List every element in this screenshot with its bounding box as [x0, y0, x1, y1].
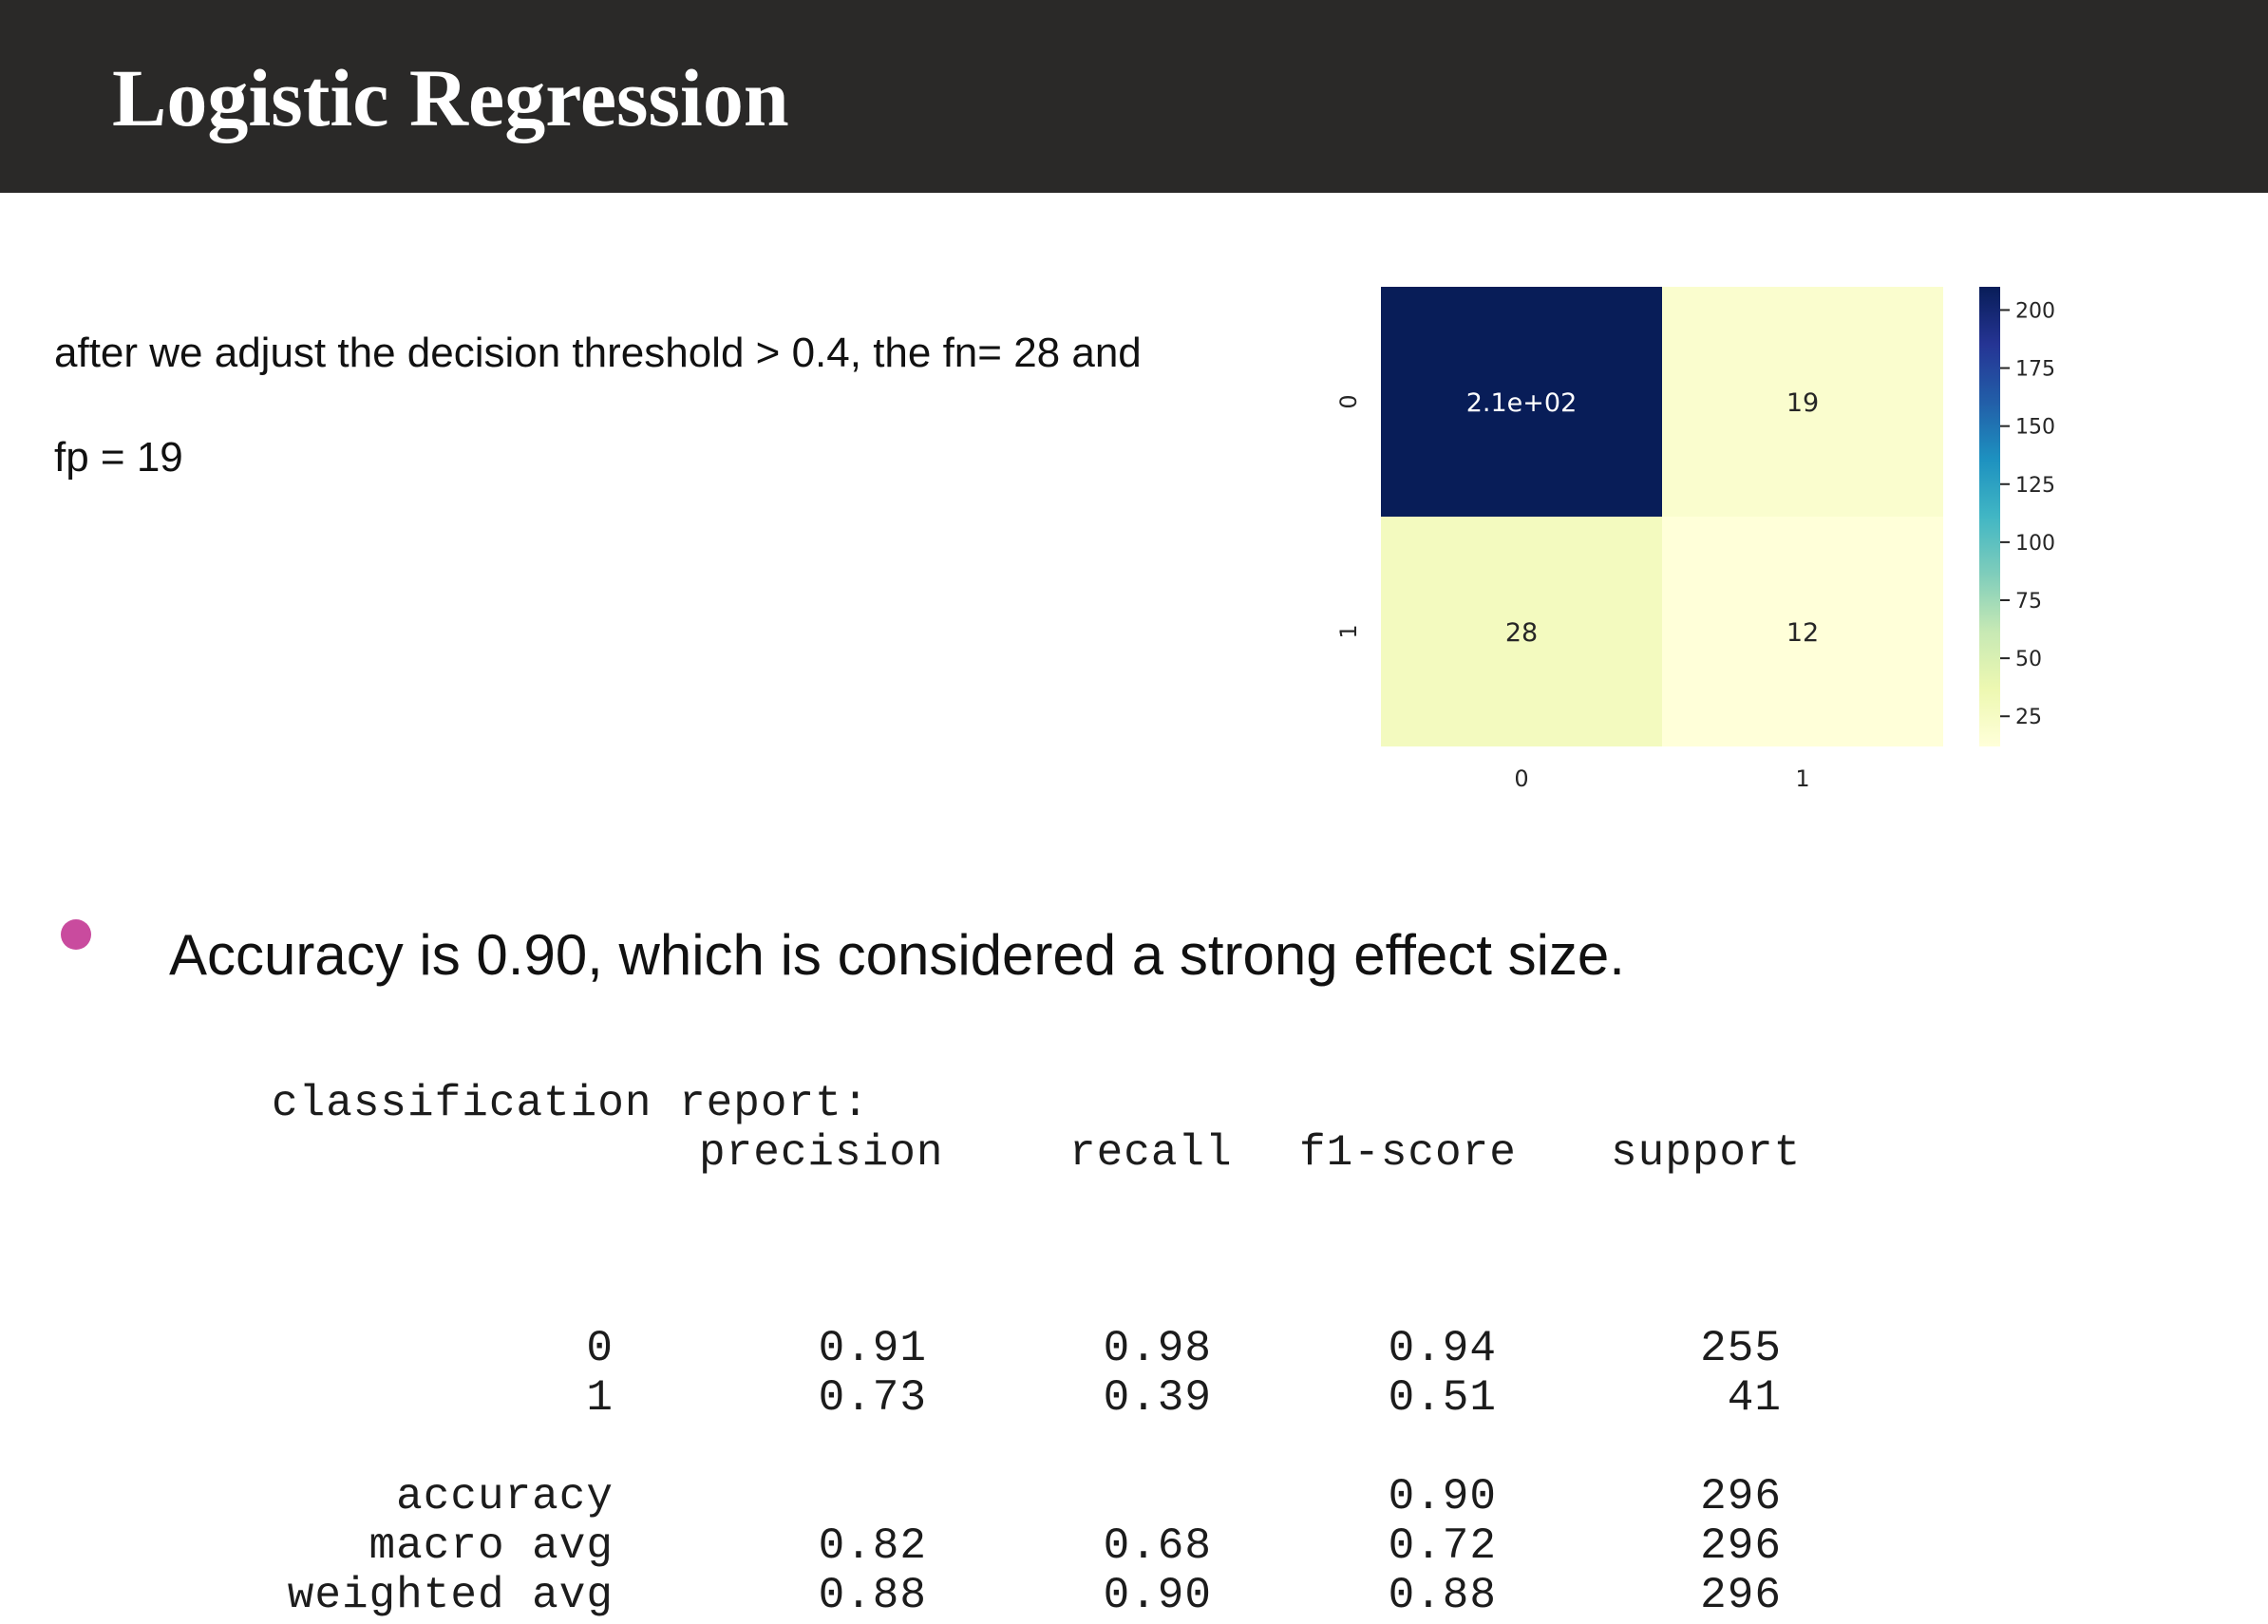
report-title: classification report:: [272, 1079, 870, 1128]
heatmap-cell: [1381, 287, 1662, 517]
report-row-label: macro avg: [369, 1521, 614, 1571]
description-line-2: fp = 19: [54, 434, 183, 481]
slide-title: Logistic Regression: [112, 52, 789, 143]
report-support-value: 255: [1700, 1324, 1782, 1373]
header-recall: recall: [1069, 1128, 1233, 1178]
heatmap-cell: [1662, 287, 1943, 517]
report-f1-value: 0.72: [1388, 1521, 1497, 1571]
colorbar-tick-label: 75: [2015, 590, 2042, 614]
column-tick-label: 1: [1795, 765, 1809, 792]
report-precision-value: 0.82: [818, 1521, 927, 1571]
report-row-label: 1: [586, 1373, 614, 1423]
confusion-matrix-heatmap: 2.1e+02 19 28 12 0 1 0 1 200 175 150 125 100 75 50 25: [1335, 287, 2055, 792]
colorbar-tick-label: 150: [2015, 416, 2055, 440]
colorbar-tick-label: 125: [2015, 474, 2055, 498]
column-tick-label: 0: [1514, 765, 1528, 792]
report-f1-value: 0.51: [1388, 1373, 1497, 1423]
colorbar-tick-label: 25: [2015, 706, 2042, 729]
header-support: support: [1611, 1128, 1802, 1178]
colorbar-tick-label: 100: [2015, 532, 2055, 556]
report-precision-value: 0.73: [818, 1373, 927, 1423]
report-support-value: 296: [1700, 1571, 1782, 1620]
heatmap-cell: [1662, 517, 1943, 746]
header-f1-score: f1-score: [1299, 1128, 1517, 1178]
report-support-value: 296: [1700, 1521, 1782, 1571]
report-row-label: 0: [586, 1324, 614, 1373]
slide-header: Logistic Regression: [0, 0, 2268, 193]
colorbar: [1979, 287, 2000, 746]
colorbar-tick-label: 175: [2015, 358, 2055, 382]
heatmap-cell: [1381, 517, 1662, 746]
report-recall-value: 0.68: [1103, 1521, 1212, 1571]
row-tick-label: 0: [1335, 394, 1362, 408]
report-row-label: weighted avg: [287, 1571, 614, 1620]
report-row-label: accuracy: [396, 1472, 614, 1521]
colorbar-tick-label: 200: [2015, 299, 2055, 323]
report-recall-value: 0.39: [1103, 1373, 1212, 1423]
report-recall-value: 0.90: [1103, 1571, 1212, 1620]
heatmap-cell-label: 12: [1786, 618, 1819, 648]
report-f1-value: 0.90: [1388, 1472, 1497, 1521]
colorbar-tick-label: 50: [2015, 648, 2042, 671]
report-precision-value: 0.91: [818, 1324, 927, 1373]
report-support-value: 296: [1700, 1472, 1782, 1521]
report-f1-value: 0.94: [1388, 1324, 1497, 1373]
bullet-dot: [61, 919, 91, 950]
heatmap-cell-label: 28: [1505, 618, 1538, 648]
accuracy-statement: Accuracy is 0.90, which is considered a …: [169, 923, 1625, 987]
heatmap-cell-label: 2.1e+02: [1466, 388, 1578, 418]
header-precision: precision: [699, 1128, 944, 1178]
report-f1-value: 0.88: [1388, 1571, 1497, 1620]
heatmap-cell-label: 19: [1786, 388, 1819, 418]
report-support-value: 41: [1727, 1373, 1782, 1423]
report-precision-value: 0.88: [818, 1571, 927, 1620]
description-line-1: after we adjust the decision threshold >…: [54, 330, 1142, 376]
report-recall-value: 0.98: [1103, 1324, 1212, 1373]
row-tick-label: 1: [1335, 624, 1362, 638]
